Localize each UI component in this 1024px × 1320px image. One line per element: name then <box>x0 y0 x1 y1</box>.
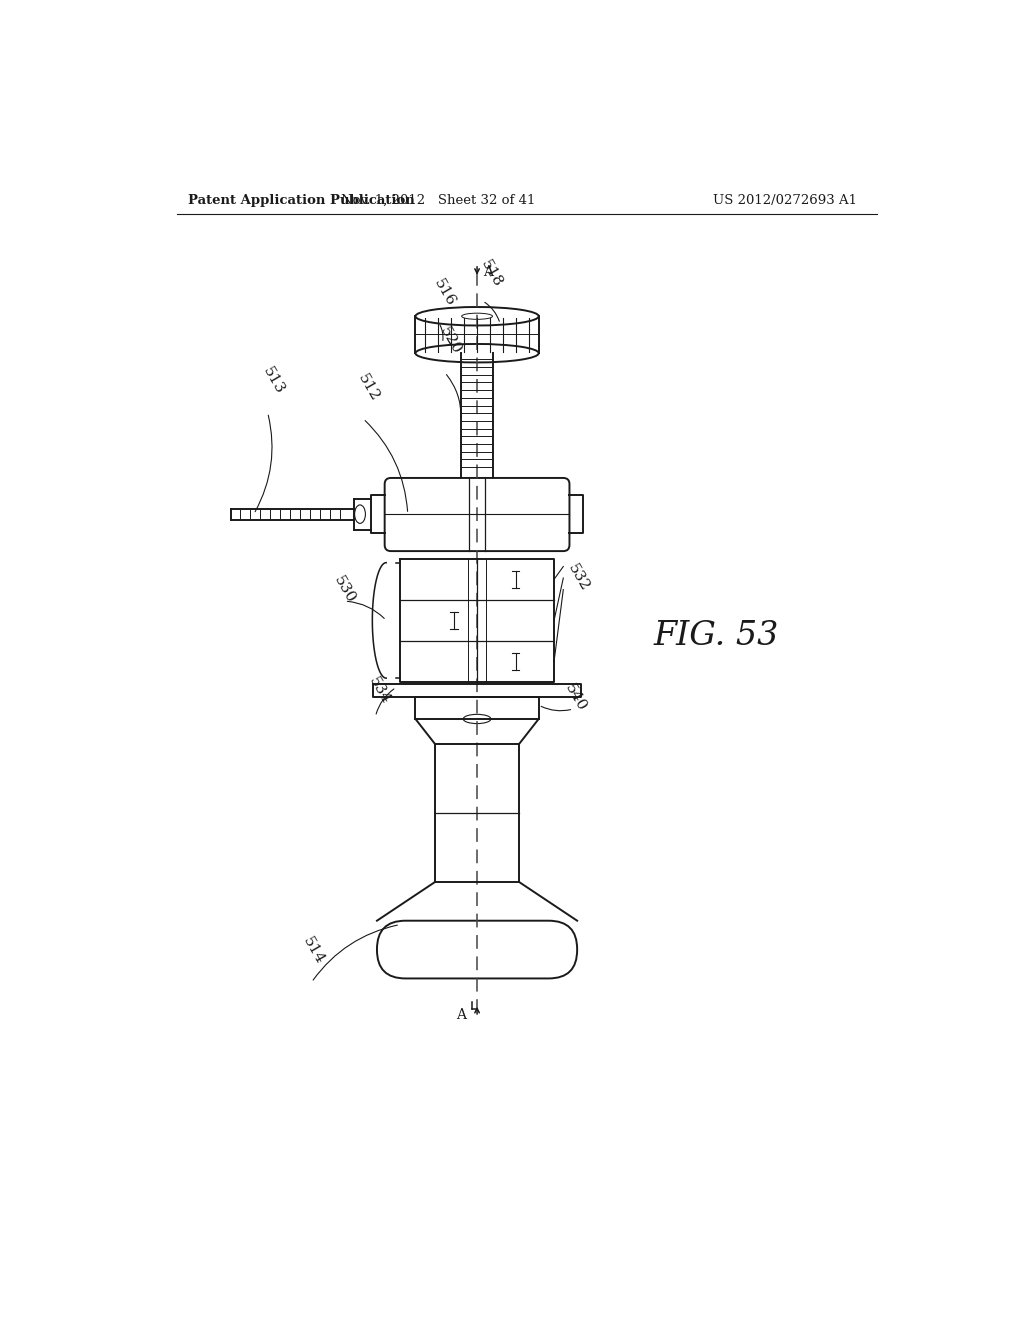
Text: 520: 520 <box>437 325 464 358</box>
Text: US 2012/0272693 A1: US 2012/0272693 A1 <box>713 194 857 207</box>
Text: A: A <box>483 265 494 280</box>
Text: 540: 540 <box>562 681 589 714</box>
Text: 518: 518 <box>478 257 505 289</box>
Text: 530: 530 <box>331 574 357 606</box>
Text: FIG. 53: FIG. 53 <box>653 620 778 652</box>
Text: 532: 532 <box>565 562 592 594</box>
Text: 534: 534 <box>367 675 393 706</box>
Text: 513: 513 <box>260 366 287 397</box>
Text: A: A <box>457 1007 466 1022</box>
Text: Patent Application Publication: Patent Application Publication <box>188 194 415 207</box>
Text: Nov. 1, 2012   Sheet 32 of 41: Nov. 1, 2012 Sheet 32 of 41 <box>341 194 536 207</box>
Text: 516: 516 <box>431 276 458 309</box>
Text: 512: 512 <box>355 371 382 404</box>
Text: 514: 514 <box>300 935 327 966</box>
